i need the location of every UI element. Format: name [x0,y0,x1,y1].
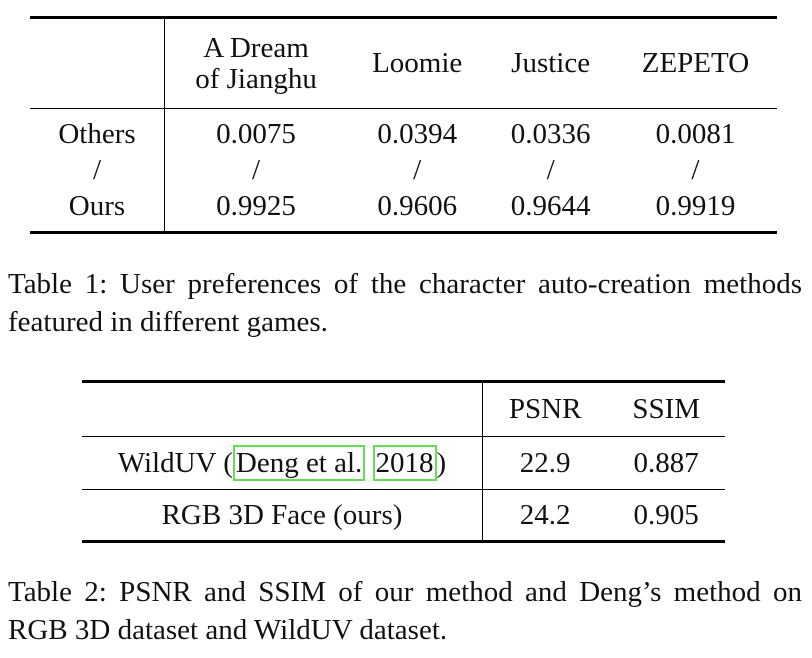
cell-value-others: 0.0075 [216,117,296,150]
table-cell: 0.0075 / 0.9925 [165,109,348,233]
header-line: of Jianghu [195,62,317,95]
cell-value-others: 0.0336 [510,117,591,150]
table-cell: 0.0336 / 0.9644 [487,109,614,233]
citation-link-author[interactable]: Deng et al. [232,444,366,481]
cell-separator: / [546,153,555,186]
cell-value-ours: 0.9919 [655,190,736,223]
psnr-value: 22.9 [482,436,608,490]
column-header-psnr: PSNR [482,381,608,437]
cell-value-ours: 0.9925 [216,190,296,223]
table-header-row: A Dream of Jianghu Loomie Justice ZEPETO [30,17,777,109]
table-row: WildUV (Deng et al. 2018) 22.9 0.887 [82,436,725,490]
column-header-dream-of-jianghu: A Dream of Jianghu [164,17,348,109]
cell-value-others: 0.0081 [655,117,736,150]
table-cell: 0.0081 / 0.9919 [614,109,777,233]
table-header-row: PSNR SSIM [82,381,725,437]
cell-value-ours: 0.9606 [377,190,458,223]
cell-value-others: 0.0394 [377,117,458,150]
table-cell: 0.0394 / 0.9606 [347,109,487,233]
citation-link-year[interactable]: 2018 [372,444,437,481]
column-header-ssim: SSIM [607,381,725,437]
method-suffix: ) [436,446,447,479]
ssim-value: 0.887 [607,436,725,490]
method-cell-rgb-3d-face: RGB 3D Face (ours) [82,489,483,542]
column-header-loomie: Loomie [347,17,488,109]
header-line: A Dream [203,32,309,65]
column-header-zepeto: ZEPETO [613,17,777,109]
preference-table: A Dream of Jianghu Loomie Justice ZEPETO… [30,16,777,234]
cell-value-ours: 0.9644 [510,190,591,223]
table-row: RGB 3D Face (ours) 24.2 0.905 [82,489,725,542]
table-2-caption: Table 2: PSNR and SSIM of our method and… [8,576,802,646]
row-label-separator: / [92,153,102,186]
row-label-others-ours: Others / Ours [30,108,165,233]
column-header-justice: Justice [487,17,614,109]
cell-separator: / [251,153,261,186]
corner-header-cell [82,381,483,437]
row-label-top: Others [58,117,136,150]
corner-header-cell [30,17,165,109]
method-cell-wilduv: WildUV (Deng et al. 2018) [82,436,483,490]
method-prefix: WildUV ( [117,446,233,479]
cell-separator: / [691,153,700,186]
row-label-bottom: Ours [68,190,126,223]
cell-separator: / [413,153,422,186]
ssim-value: 0.905 [633,498,699,531]
table-row: Others / Ours 0.0075 / 0.9925 0.0394 / 0… [30,108,777,233]
psnr-ssim-table: PSNR SSIM WildUV (Deng et al. 2018) 22.9… [82,380,725,543]
table-1-caption: Table 1: User preferences of the charact… [8,268,802,338]
psnr-value: 24.2 [519,498,571,531]
